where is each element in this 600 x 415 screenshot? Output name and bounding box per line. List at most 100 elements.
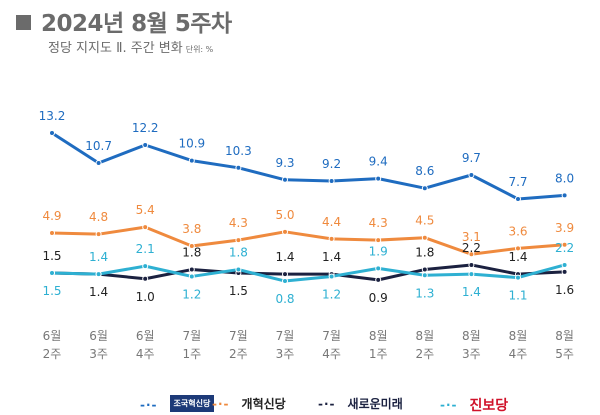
data-label: 10.3 — [225, 144, 252, 158]
data-point — [95, 271, 102, 278]
data-label: 12.2 — [132, 121, 159, 135]
data-label: 4.3 — [369, 216, 388, 230]
x-tick-label: 5주 — [555, 347, 574, 361]
legend: -·- 조국혁신당 -·- 개혁신당 -·- 새로운미래 -·- 진보당 — [0, 393, 600, 415]
data-label: 4.9 — [42, 209, 61, 223]
data-point — [49, 130, 55, 136]
x-tick-label: 8월 — [509, 329, 528, 343]
legend-line-icon: -·- — [440, 398, 458, 412]
data-label: 8.6 — [415, 164, 434, 178]
data-label: 1.8 — [229, 246, 248, 260]
data-point — [282, 228, 288, 235]
data-point — [49, 230, 55, 236]
legend-label: 새로운미래 — [347, 397, 403, 411]
legend-line-icon: -·- — [318, 396, 336, 411]
data-point — [188, 242, 195, 249]
data-point — [468, 261, 475, 268]
data-label: 4.3 — [229, 216, 248, 230]
data-point — [515, 196, 521, 202]
data-point — [328, 273, 335, 280]
page-title: 2024년 8월 5주차 — [16, 4, 232, 38]
legend-item-1: -·- 개혁신당 — [212, 395, 286, 412]
x-tick-label: 2주 — [415, 347, 434, 361]
legend-line-icon: -·- — [212, 396, 230, 411]
x-tick-label: 2주 — [229, 347, 248, 361]
data-point — [282, 271, 288, 278]
data-point — [561, 268, 568, 275]
x-tick-label: 6월 — [89, 329, 108, 343]
data-label: 1.4 — [89, 250, 108, 264]
data-point — [282, 176, 288, 183]
data-label: 7.7 — [508, 175, 527, 189]
data-label: 1.9 — [369, 244, 388, 258]
x-tick-label: 1주 — [182, 347, 201, 361]
x-tick-label: 3주 — [462, 347, 481, 361]
x-tick-label: 6월 — [136, 329, 155, 343]
x-tick-label: 6월 — [43, 329, 62, 343]
unit-label: 단위: % — [185, 45, 214, 54]
legend-item-3: -·- 진보당 — [440, 395, 508, 415]
data-label: 1.3 — [415, 286, 434, 300]
data-label: 1.6 — [555, 283, 574, 297]
data-point — [468, 271, 475, 278]
data-label: 1.2 — [182, 287, 201, 301]
line-chart: 13.2 10.7 12.2 10.9 10.3 9.3 9.2 9.4 8.6 9.7 7.7 8.… — [39, 109, 575, 361]
data-point — [468, 251, 475, 258]
data-point — [188, 273, 195, 280]
chart-subtitle: 정당 지지도 Ⅱ. 주간 변화 단위: % — [48, 37, 213, 56]
x-tick-label: 8월 — [462, 329, 481, 343]
legend-label: 개혁신당 — [241, 397, 286, 411]
data-label: 13.2 — [39, 109, 66, 123]
data-label: 9.2 — [322, 157, 341, 171]
data-label: 9.7 — [462, 151, 481, 165]
legend-item-2: -·- 새로운미래 — [318, 395, 403, 412]
data-label: 1.4 — [462, 285, 481, 299]
data-point — [188, 157, 195, 164]
x-tick-label: 3주 — [276, 347, 295, 361]
x-tick-label: 1주 — [369, 347, 388, 361]
data-label: 1.5 — [42, 249, 61, 263]
data-label: 9.3 — [275, 156, 294, 170]
x-tick-label: 7월 — [229, 329, 248, 343]
data-label: 5.0 — [275, 208, 294, 222]
legend-label: 조국혁신당 — [169, 395, 215, 414]
data-label: 1.0 — [136, 290, 155, 304]
data-label: 1.4 — [275, 250, 294, 264]
x-tick-label: 4주 — [509, 347, 528, 361]
data-label: 2.2 — [555, 241, 574, 255]
data-label: 9.4 — [369, 155, 388, 169]
data-label: 8.0 — [555, 171, 574, 185]
x-tick-label: 4주 — [136, 347, 155, 361]
data-label: 1.8 — [182, 246, 201, 260]
data-label: 10.9 — [178, 137, 205, 151]
x-tick-label: 8월 — [415, 329, 434, 343]
data-label: 3.6 — [508, 224, 527, 238]
data-point — [282, 278, 288, 285]
data-label: 1.4 — [508, 250, 527, 264]
data-label: 2.2 — [462, 241, 481, 255]
data-point — [235, 237, 242, 244]
data-point — [561, 261, 568, 268]
data-point — [421, 234, 428, 241]
data-label: 5.4 — [136, 203, 155, 217]
data-point — [142, 275, 149, 282]
x-tick-label: 7월 — [276, 329, 295, 343]
legend-item-0: -·- 조국혁신당 — [140, 395, 215, 414]
x-tick-label: 7월 — [182, 329, 201, 343]
data-point — [328, 178, 335, 184]
data-point — [421, 272, 428, 279]
data-point — [142, 224, 149, 231]
data-point — [235, 266, 242, 273]
data-point — [375, 276, 382, 283]
data-point — [375, 265, 382, 272]
data-label: 2.1 — [136, 242, 155, 256]
data-label: 1.4 — [322, 250, 341, 264]
x-tick-label: 8월 — [369, 329, 388, 343]
data-label: 3.8 — [182, 222, 201, 236]
data-label: 1.8 — [415, 246, 434, 260]
data-label: 1.5 — [42, 284, 61, 298]
data-label: 1.4 — [89, 285, 108, 299]
data-point — [328, 235, 335, 242]
data-label: 10.7 — [85, 139, 112, 153]
data-point — [142, 142, 149, 148]
